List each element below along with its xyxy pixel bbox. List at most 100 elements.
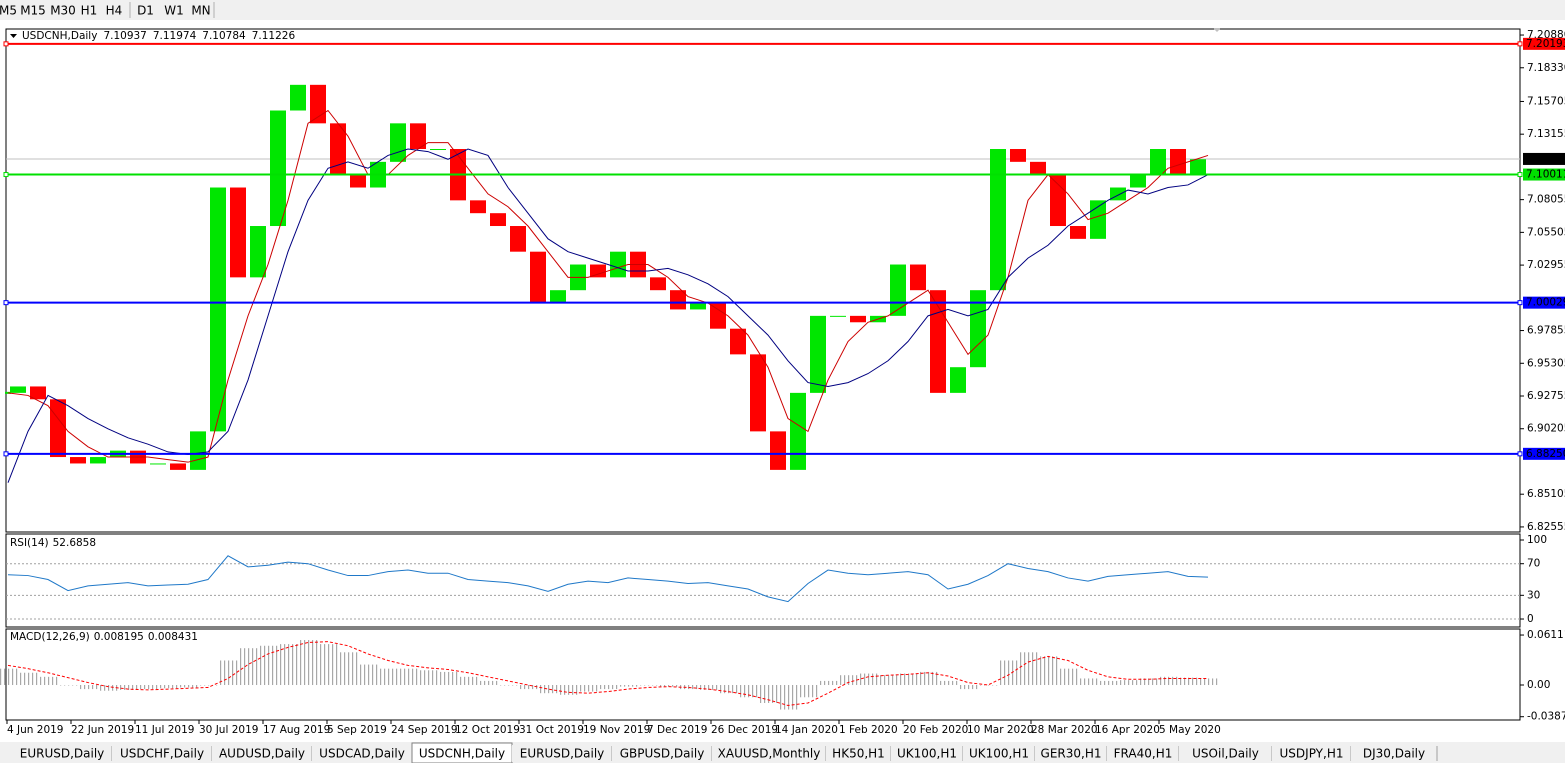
macd-bar <box>0 668 18 686</box>
macd-bar <box>18 672 38 686</box>
macd-bar <box>1138 678 1158 686</box>
level-handle <box>1517 41 1523 47</box>
timeframe-button-bg <box>160 1 188 19</box>
x-tick-label: 11 Jul 2019 <box>135 724 194 736</box>
macd-bar <box>698 685 718 690</box>
macd-bar <box>778 685 798 710</box>
macd-bar <box>1158 676 1178 686</box>
symbol-tab[interactable]: USDJPY,H1 <box>1272 745 1352 762</box>
macd-bar <box>298 640 318 686</box>
y-tick-label: 100 <box>1527 534 1547 546</box>
timeframe-button-bg <box>78 1 100 19</box>
symbol-tab[interactable]: USOil,Daily <box>1179 745 1273 762</box>
rsi-header: RSI(14) 52.6858 <box>10 537 96 549</box>
macd-bar <box>838 675 858 686</box>
indicator-value: 0.008195 <box>94 631 144 643</box>
timeframe-button[interactable]: H4 <box>100 1 128 19</box>
x-tick-label: 20 Feb 2020 <box>903 724 968 736</box>
macd-bar <box>278 644 298 686</box>
tab-label: DJ30,Daily <box>1363 747 1425 761</box>
symbol-tab[interactable]: DJ30,Daily <box>1351 745 1438 762</box>
symbol-tab[interactable]: UK100,H1 <box>891 745 964 762</box>
timeframe-button[interactable]: D1 <box>134 1 157 19</box>
symbol-tab[interactable]: EURUSD,Daily <box>12 745 113 762</box>
macd-bar <box>518 685 538 690</box>
tab-label: USOil,Daily <box>1192 747 1259 761</box>
candle <box>270 110 286 227</box>
ohlc-value: 7.11226 <box>252 30 296 42</box>
macd-bar <box>1038 656 1058 686</box>
indicator-value: 52.6858 <box>53 537 96 549</box>
level-handle <box>3 300 9 306</box>
candle <box>50 399 66 458</box>
symbol-tab[interactable]: GER30,H1 <box>1035 745 1108 762</box>
x-tick-label: 28 Mar 2020 <box>1031 724 1098 736</box>
timeframe-button[interactable]: M30 <box>48 1 78 19</box>
symbol-tab[interactable]: EURUSD,Daily <box>512 745 613 762</box>
level-label: 7.00029 <box>1526 297 1565 309</box>
timeframe-button-bg <box>48 1 78 19</box>
symbol-tab[interactable]: USDCAD,Daily <box>312 745 413 762</box>
timeframe-button-bg <box>0 1 18 19</box>
symbol-tab[interactable]: FRA40,H1 <box>1107 745 1180 762</box>
level-handle <box>3 451 9 457</box>
candle <box>30 386 46 400</box>
candle <box>930 290 946 393</box>
timeframe-button-bg <box>100 1 128 19</box>
macd-bar <box>1018 652 1038 686</box>
tab-bg <box>112 745 212 762</box>
candle <box>230 187 246 278</box>
macd-bar <box>1198 678 1218 686</box>
timeframe-button[interactable]: M5 <box>0 1 18 19</box>
y-tick-label: 6.85105 <box>1527 488 1565 500</box>
candle <box>550 290 566 304</box>
candle <box>170 463 186 470</box>
y-tick-label: 30 <box>1527 589 1540 601</box>
tab-label: EURUSD,Daily <box>20 747 105 761</box>
tab-bg <box>712 745 826 762</box>
symbol-tab[interactable]: AUDUSD,Daily <box>212 745 313 762</box>
candle <box>210 187 226 432</box>
x-tick-label: 12 Oct 2019 <box>455 724 520 736</box>
level-handle <box>3 41 9 47</box>
timeframe-button[interactable]: H1 <box>78 1 100 19</box>
macd-bar <box>478 680 498 686</box>
macd-bar <box>218 660 238 686</box>
symbol-tab[interactable]: HK50,H1 <box>826 745 892 762</box>
timeframe-button[interactable]: W1 <box>160 1 188 19</box>
tab-label: USDCAD,Daily <box>319 747 405 761</box>
candle <box>1010 149 1026 162</box>
price-panel <box>5 28 1521 533</box>
macd-bar <box>38 676 58 686</box>
candle <box>610 251 626 278</box>
timeframe-label: W1 <box>164 4 184 18</box>
symbol-tab[interactable]: GBPUSD,Daily <box>612 745 713 762</box>
macd-bar <box>718 685 738 694</box>
toolbar <box>0 0 1565 20</box>
macd-bar <box>418 670 438 686</box>
candle <box>950 367 966 393</box>
candle <box>310 84 326 124</box>
tab-label: GBPUSD,Daily <box>620 747 705 761</box>
candle <box>810 315 826 393</box>
candle <box>150 463 166 465</box>
candle <box>830 315 846 317</box>
macd-bar <box>538 685 558 694</box>
symbol-tab[interactable]: USDCHF,Daily <box>112 745 213 762</box>
symbol-tab[interactable]: UK100,H1 <box>963 745 1036 762</box>
candle <box>390 123 406 162</box>
x-tick-label: 16 Apr 2020 <box>1095 724 1160 736</box>
x-tick-label: 26 Dec 2019 <box>711 724 778 736</box>
timeframe-button[interactable]: MN <box>188 1 214 19</box>
symbol-tab[interactable]: XAUUSD,Monthly <box>712 745 827 762</box>
macd-bar <box>438 671 458 686</box>
macd-bar <box>1078 678 1098 686</box>
tab-bg <box>826 745 891 762</box>
macd-bar <box>658 685 678 687</box>
symbol-tab[interactable]: USDCNH,Daily <box>411 742 513 763</box>
tab-label: USDCHF,Daily <box>120 747 204 761</box>
timeframe-button[interactable]: M15 <box>18 1 48 19</box>
macd-bar <box>1058 668 1078 686</box>
